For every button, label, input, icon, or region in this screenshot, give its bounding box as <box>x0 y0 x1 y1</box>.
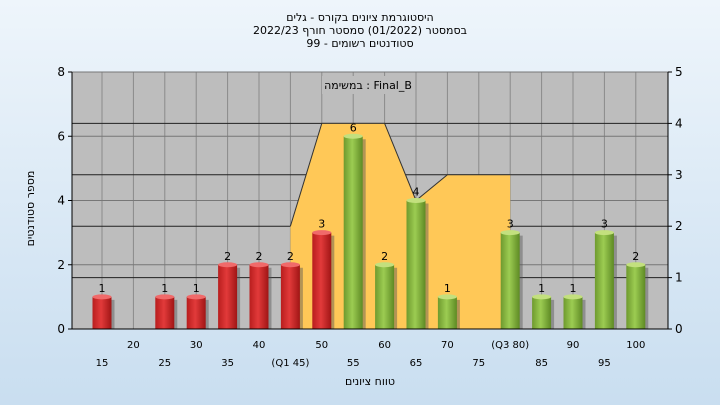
bar <box>155 296 175 329</box>
data-label: 1 <box>99 282 106 295</box>
bar-top <box>280 262 300 268</box>
chart-title-line-2: בסמסטר (01/2022) סמסטר חורף 2022/23 <box>253 24 467 37</box>
bar-top <box>594 230 614 236</box>
chart-title-line-3: סטודנטים רשומים - 99 <box>306 37 414 50</box>
x-tick-label: 95 <box>598 358 611 369</box>
x-tick-label: 75 <box>472 358 485 369</box>
y2-tick-label: 4 <box>675 116 683 130</box>
chart-title-line-1: היסטוגרמת ציונים בקורס - גלים <box>286 11 434 24</box>
x-tick-label: 40 <box>253 340 266 351</box>
annotation-bg <box>322 76 414 94</box>
data-label: 2 <box>256 250 263 263</box>
x-tick-label: 35 <box>221 358 234 369</box>
bar-top <box>406 198 426 203</box>
x-tick-label: 50 <box>315 340 328 351</box>
y-axis-label: מספר סטודנטים <box>24 171 37 247</box>
x-tick-label: 55 <box>347 358 360 369</box>
x-tick-label: 60 <box>378 340 391 351</box>
bar-top <box>155 294 175 300</box>
data-label: 1 <box>193 282 200 295</box>
bar <box>406 200 426 329</box>
data-label: 2 <box>224 250 231 263</box>
bar-top <box>218 262 238 268</box>
data-label: 6 <box>350 121 357 134</box>
data-label: 4 <box>413 186 420 199</box>
x-tick-label: (Q3 80) <box>491 340 529 351</box>
bar <box>218 264 238 329</box>
bar-top <box>343 133 363 139</box>
y-tick-label: 0 <box>57 322 65 336</box>
bar <box>249 264 269 329</box>
bar <box>375 264 395 329</box>
band-outline <box>289 122 511 227</box>
data-label: 3 <box>601 218 608 231</box>
bar-top <box>312 230 332 236</box>
y2-tick-label: 1 <box>675 271 683 285</box>
x-tick-label: 20 <box>127 340 140 351</box>
y-tick-label: 4 <box>57 194 65 208</box>
x-tick-label: 30 <box>190 340 203 351</box>
y-tick-label: 2 <box>57 258 65 272</box>
data-label: 1 <box>570 282 577 295</box>
data-label: 3 <box>318 218 325 231</box>
x-tick-label: (Q1 45) <box>271 358 309 369</box>
bar-top <box>626 262 646 268</box>
data-label: 1 <box>444 282 451 295</box>
bar <box>92 296 112 329</box>
bar-top <box>563 294 583 300</box>
bar <box>500 232 520 329</box>
bar-top <box>375 262 395 268</box>
bar <box>532 296 552 329</box>
data-label: 3 <box>507 218 514 231</box>
y2-tick-label: 2 <box>675 219 683 233</box>
x-tick-label: 90 <box>567 340 580 351</box>
x-tick-label: 15 <box>96 358 109 369</box>
bar <box>626 264 646 329</box>
bar-top <box>532 294 552 300</box>
bar-top <box>186 294 206 300</box>
y2-tick-label: 0 <box>675 322 683 336</box>
bar <box>563 296 583 329</box>
y2-tick-label: 5 <box>675 65 683 79</box>
x-tick-label: 65 <box>410 358 423 369</box>
bar <box>594 232 614 329</box>
y2-tick-label: 3 <box>675 168 683 182</box>
x-tick-label: 100 <box>626 340 645 351</box>
data-label: 1 <box>538 282 545 295</box>
chart-annotation: במשימה : Final_B <box>324 79 412 92</box>
data-label: 2 <box>287 250 294 263</box>
x-tick-label: 70 <box>441 340 454 351</box>
y-tick-label: 8 <box>57 65 65 79</box>
bar-top <box>249 262 269 268</box>
bar <box>280 264 300 329</box>
y-tick-label: 6 <box>57 129 65 143</box>
bar-top <box>500 230 520 236</box>
bar-top <box>92 294 112 300</box>
bar <box>186 296 206 329</box>
x-axis-label: טווח ציונים <box>345 375 395 388</box>
x-tick-label: 85 <box>535 358 548 369</box>
bar <box>343 136 363 329</box>
data-label: 2 <box>632 250 639 263</box>
bar <box>312 232 332 329</box>
bar <box>437 296 457 329</box>
bar-top <box>437 294 457 300</box>
data-label: 1 <box>161 282 168 295</box>
data-label: 2 <box>381 250 388 263</box>
x-tick-label: 25 <box>158 358 171 369</box>
